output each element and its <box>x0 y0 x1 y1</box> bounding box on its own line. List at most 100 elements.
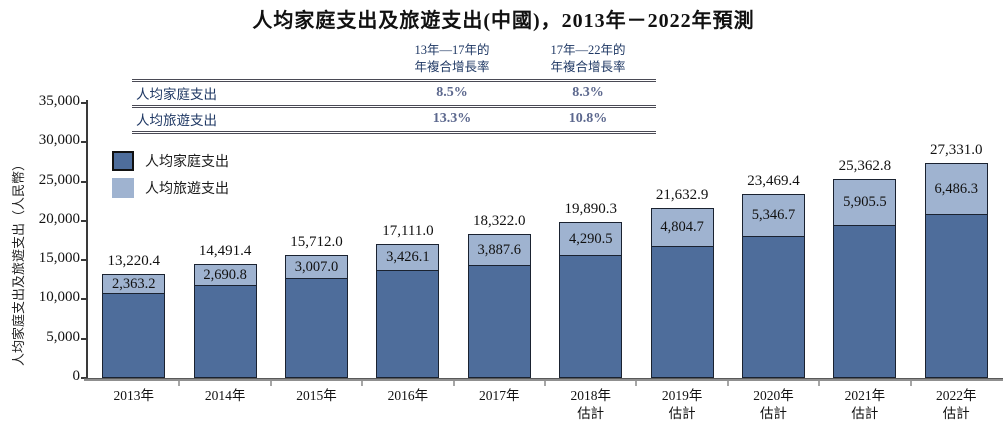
total-value-label: 17,111.0 <box>382 222 434 239</box>
y-tick-label: 30,000 <box>38 132 80 149</box>
y-tick-label: 20,000 <box>38 210 80 227</box>
travel-value-label: 2,363.2 <box>111 275 156 292</box>
total-value-label: 25,362.8 <box>838 157 892 174</box>
legend-label: 人均旅遊支出 <box>145 181 229 197</box>
cagr-table-body: 人均家庭支出 8.5% 8.3% 人均旅遊支出 13.3% 10.8% <box>132 78 656 134</box>
category-label: 2017年 <box>479 388 520 403</box>
travel-segment: 3,007.0 <box>285 254 348 280</box>
travel-value-label: 2,690.8 <box>203 266 247 283</box>
total-value-label: 27,331.0 <box>930 142 983 159</box>
total-value-label: 15,712.0 <box>290 233 343 250</box>
travel-segment: 3,426.1 <box>376 243 440 272</box>
x-tick-mark <box>361 381 364 386</box>
chart-title: 人均家庭支出及旅遊支出(中國)，2013年－2022年預測 <box>252 10 755 32</box>
total-value-label: 21,632.9 <box>655 187 709 204</box>
travel-segment: 2,363.2 <box>102 274 166 294</box>
category-label: 2022年 估計 <box>910 387 1002 422</box>
household-segment <box>742 235 805 378</box>
category-estimate-sublabel: 估計 <box>760 405 787 421</box>
x-tick-mark <box>544 381 546 386</box>
travel-value-label: 3,426.1 <box>386 249 430 266</box>
household-segment <box>102 292 166 378</box>
y-tick-mark <box>81 337 88 340</box>
legend-item: 人均家庭支出 <box>112 150 229 171</box>
cagr-table: 13年—17年的 年複合增長率 17年—22年的 年複合增長率 人均家庭支出 8.… <box>132 42 656 134</box>
household-segment <box>285 278 348 378</box>
total-value-label: 14,491.4 <box>198 243 252 260</box>
cagr-col-header-13-17: 13年—17年的 年複合增長率 <box>414 43 490 74</box>
category-label: 2020年 估計 <box>728 387 820 422</box>
x-tick-mark <box>726 381 729 386</box>
y-tick-mark <box>81 298 88 301</box>
y-tick-mark <box>81 259 88 262</box>
household-segment <box>559 255 623 378</box>
cagr-row-label: 人均家庭支出 <box>136 87 217 103</box>
y-tick-label: 25,000 <box>38 171 80 188</box>
cagr-table-row: 人均旅遊支出 13.3% 10.8% <box>132 104 656 134</box>
cagr-row-value: 10.8% <box>568 111 608 127</box>
category-label: 2013年 <box>113 388 154 403</box>
y-tick-label: 35,000 <box>38 93 80 109</box>
y-tick-mark <box>81 219 88 222</box>
y-tick-label: 0 <box>72 368 81 384</box>
y-tick-mark <box>81 102 88 104</box>
category-estimate-sublabel: 估計 <box>668 405 696 421</box>
y-axis-line <box>86 100 88 381</box>
x-tick-mark <box>452 381 455 386</box>
total-value-label: 18,322.0 <box>473 213 526 230</box>
category-estimate-sublabel: 估計 <box>851 405 879 421</box>
x-tick-mark <box>269 381 272 386</box>
x-tick-mark <box>635 381 638 386</box>
travel-segment: 6,486.3 <box>924 163 988 216</box>
category-label: 2014年 <box>204 388 246 403</box>
legend-swatch-travel <box>112 177 134 198</box>
category-label: 2018年 估計 <box>545 387 637 422</box>
household-segment <box>467 264 531 378</box>
cagr-row-label: 人均旅遊支出 <box>136 113 217 129</box>
travel-value-label: 4,804.7 <box>660 219 704 236</box>
legend: 人均家庭支出 人均旅遊支出 <box>112 150 229 204</box>
legend-item: 人均旅遊支出 <box>112 177 229 198</box>
x-axis-line <box>84 378 1003 381</box>
total-value-label: 13,220.4 <box>107 253 160 270</box>
total-value-label: 23,469.4 <box>747 172 800 189</box>
y-tick-mark <box>81 180 88 183</box>
category-label: 2019年 估計 <box>636 387 728 422</box>
travel-value-label: 5,905.5 <box>843 194 887 211</box>
travel-value-label: 5,346.7 <box>751 206 796 223</box>
y-tick-label: 15,000 <box>38 250 80 267</box>
total-value-label: 19,890.3 <box>564 200 617 217</box>
category-label: 2015年 <box>296 388 337 403</box>
legend-swatch-household <box>112 150 134 171</box>
category-estimate-sublabel: 估計 <box>942 405 970 421</box>
cagr-row-value: 8.3% <box>572 85 604 101</box>
travel-segment: 2,690.8 <box>193 264 257 287</box>
x-tick-mark <box>178 381 181 386</box>
cagr-row-value: 13.3% <box>432 111 472 127</box>
plot-area: 0 5,000 10,000 15,000 20,000 25,000 30,000 35,0… <box>39 93 1002 421</box>
category-estimate-sublabel: 估計 <box>577 405 605 421</box>
travel-segment: 3,887.6 <box>467 234 531 266</box>
cagr-col-header-17-22: 17年—22年的 年複合增長率 <box>550 43 626 74</box>
cagr-table-header-row: 13年—17年的 年複合增長率 17年—22年的 年複合增長率 <box>132 42 656 79</box>
travel-segment: 4,290.5 <box>559 221 623 257</box>
household-segment <box>193 285 257 378</box>
y-tick-mark <box>81 141 88 144</box>
household-segment <box>833 225 897 378</box>
travel-value-label: 3,007.0 <box>294 258 339 275</box>
household-segment <box>924 214 988 378</box>
category-label: 2021年 估計 <box>819 387 911 422</box>
travel-segment: 4,804.7 <box>650 208 714 247</box>
x-tick-mark <box>818 381 821 386</box>
y-tick-label: 5,000 <box>46 328 80 345</box>
x-tick-mark <box>909 381 912 386</box>
category-label: 2016年 <box>387 388 429 403</box>
travel-value-label: 4,290.5 <box>568 230 613 247</box>
travel-segment: 5,905.5 <box>833 178 897 227</box>
travel-value-label: 6,486.3 <box>934 181 979 197</box>
household-segment <box>650 245 714 378</box>
cagr-row-value: 8.5% <box>436 85 468 101</box>
travel-segment: 5,346.7 <box>742 193 805 237</box>
legend-label: 人均家庭支出 <box>145 154 229 170</box>
